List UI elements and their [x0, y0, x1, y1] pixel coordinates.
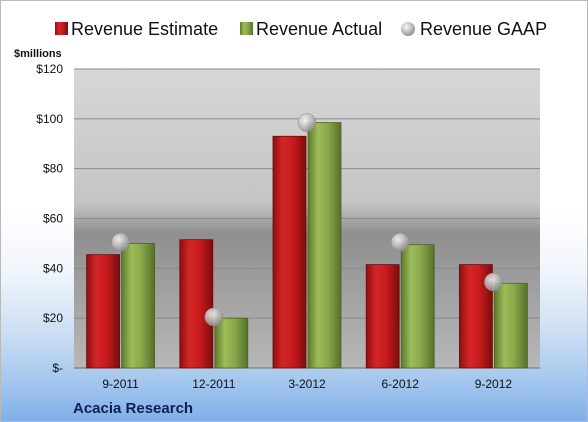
legend-swatch-estimate — [55, 22, 68, 35]
x-tick-label: 9-2012 — [475, 377, 513, 391]
legend-item-actual: Revenue Actual — [240, 19, 382, 39]
bar-revenue-estimate — [179, 239, 214, 369]
gaap-markers — [111, 113, 503, 327]
y-tick-label: $120 — [36, 62, 63, 76]
bar-revenue-estimate — [272, 135, 307, 369]
bar-revenue-actual — [400, 244, 435, 369]
marker-revenue-gaap — [204, 307, 224, 327]
y-tick-label: $20 — [43, 311, 63, 325]
legend-item-estimate: Revenue Estimate — [55, 19, 218, 39]
bar-revenue-actual — [493, 282, 528, 369]
bar-revenue-actual — [307, 122, 342, 369]
legend-marker-gaap — [401, 22, 415, 36]
x-tick-label: 9-2011 — [102, 377, 139, 391]
bar-revenue-estimate — [86, 254, 120, 369]
bar-revenue-estimate — [365, 264, 400, 369]
legend-label-estimate: Revenue Estimate — [71, 19, 218, 39]
bar-revenue-actual — [214, 317, 249, 369]
legend-label-actual: Revenue Actual — [256, 19, 382, 39]
x-axis-ticks: 9-2011 12-2011 3-2012 6-2012 9-2012 — [102, 377, 512, 391]
marker-revenue-gaap — [111, 232, 130, 252]
marker-revenue-gaap — [484, 272, 503, 292]
x-tick-label: 12-2011 — [192, 377, 235, 391]
y-tick-label: $80 — [43, 162, 63, 176]
legend: Revenue Estimate Revenue Actual Revenue … — [55, 19, 547, 39]
y-tick-label: $- — [52, 361, 63, 375]
legend-swatch-actual — [240, 22, 253, 35]
unit-label: $millions — [14, 48, 62, 60]
company-name: Acacia Research — [73, 400, 193, 417]
legend-item-gaap: Revenue GAAP — [401, 19, 547, 39]
y-tick-label: $100 — [36, 112, 63, 126]
y-axis-ticks: $- $20 $40 $60 $80 $100 $120 — [36, 62, 63, 375]
x-tick-label: 3-2012 — [288, 377, 326, 391]
y-tick-label: $60 — [43, 212, 63, 226]
bar-revenue-actual — [121, 243, 155, 369]
marker-revenue-gaap — [297, 113, 317, 132]
x-tick-label: 6-2012 — [382, 377, 420, 391]
marker-revenue-gaap — [390, 232, 410, 252]
y-tick-label: $40 — [43, 261, 63, 275]
legend-label-gaap: Revenue GAAP — [420, 19, 547, 39]
